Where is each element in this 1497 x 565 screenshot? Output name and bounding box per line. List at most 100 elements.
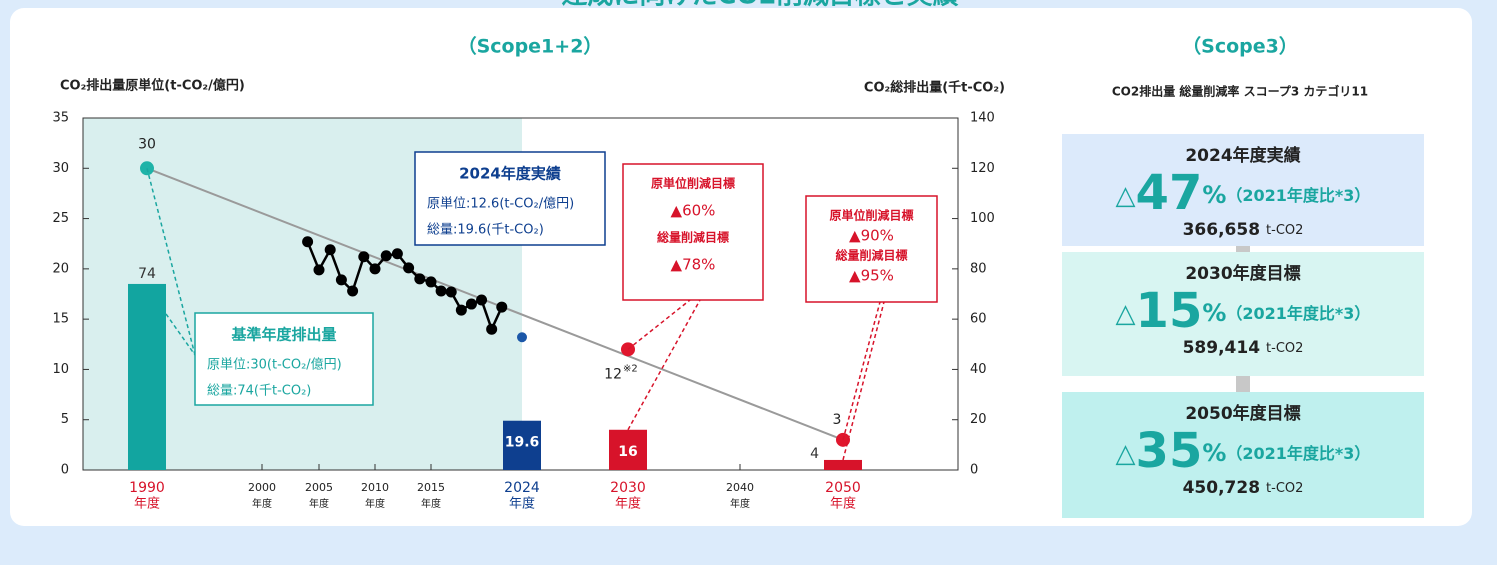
- point: [391, 248, 403, 260]
- callout-text: ▲78%: [671, 255, 716, 273]
- x-tick-label: 2040: [726, 481, 754, 494]
- bar-value-label: 4: [810, 446, 819, 462]
- amount-unit: t-CO2: [1266, 223, 1303, 238]
- bar: [609, 429, 647, 470]
- connector: [1236, 374, 1250, 394]
- card-rate-value: 35: [1136, 423, 1203, 479]
- bar: [824, 459, 862, 470]
- card-amount: 366,658 t-CO2: [1183, 220, 1304, 240]
- card-rate-value: 15: [1136, 283, 1203, 339]
- card-rate-unit: %: [1202, 439, 1226, 467]
- callout-text: 原単位削減目標: [829, 208, 913, 223]
- point: [313, 264, 325, 276]
- x-tick-unit: 年度: [365, 497, 385, 510]
- point: [445, 286, 457, 298]
- bar-value-label: 74: [138, 266, 156, 282]
- point: [425, 276, 437, 288]
- card-rate-symbol: △: [1116, 181, 1136, 211]
- x-tick-unit: 年度: [509, 496, 535, 512]
- scope3-heading: （Scope3）: [1182, 35, 1298, 58]
- point-label: 12: [604, 366, 622, 382]
- card: [1062, 392, 1424, 518]
- x-tick-unit: 年度: [252, 497, 272, 510]
- card-rate-value: 47: [1136, 165, 1203, 221]
- point: [358, 251, 370, 263]
- x-tick-label: 1990: [129, 480, 165, 496]
- x-tick-label: 2030: [610, 480, 646, 496]
- callout-box: [805, 195, 938, 303]
- callout-text: 総量削減目標: [657, 229, 729, 244]
- scope3-subtitle: CO2排出量 総量削減率 スコープ3 カテゴリ11: [1112, 84, 1368, 99]
- point: [302, 236, 314, 248]
- callout-box: [414, 151, 606, 246]
- card-rate: △35%（2021年度比*3）: [1116, 423, 1371, 479]
- x-tick-unit: 年度: [421, 497, 441, 510]
- amount: 366,658: [1183, 220, 1260, 240]
- y-tick-label: 25: [52, 211, 69, 226]
- footnote-mark: ※2: [623, 363, 638, 374]
- amount-unit: t-CO2: [1266, 341, 1303, 356]
- leader-line: [842, 301, 881, 441]
- card-rate-note: （2021年度比*3）: [1226, 304, 1370, 323]
- x-tick-label: 2000: [248, 481, 276, 494]
- point: [369, 263, 381, 275]
- bar-value-label: 19.6: [505, 435, 540, 451]
- callout-text: 基準年度排出量: [230, 326, 336, 344]
- callout-text: 2024年度実績: [459, 165, 561, 183]
- y-axis-title: CO₂排出量原単位(t-CO₂/億円): [60, 78, 245, 94]
- y-tick-label: 0: [61, 463, 69, 478]
- card-rate-unit: %: [1202, 299, 1226, 327]
- x-tick-label: 2015: [417, 481, 445, 494]
- x-tick-unit: 年度: [830, 496, 856, 512]
- callout-text: 総量:19.6(千t-CO₂): [427, 223, 544, 238]
- x-tick-unit: 年度: [730, 497, 750, 510]
- callout-text: ▲95%: [849, 267, 894, 285]
- point: [465, 298, 477, 310]
- y2-tick-label: 60: [970, 312, 987, 327]
- callout-text: ▲60%: [671, 201, 716, 219]
- card-title: 2030年度目標: [1185, 263, 1300, 284]
- point: [435, 285, 447, 297]
- point: [414, 273, 426, 285]
- x-tick-unit: 年度: [615, 496, 641, 512]
- point: [486, 323, 498, 335]
- leader-line: [165, 313, 196, 356]
- x-tick-label: 2010: [361, 481, 389, 494]
- y2-tick-label: 0: [970, 463, 978, 478]
- card-rate-symbol: △: [1116, 299, 1136, 329]
- card-amount: 589,414 t-CO2: [1183, 338, 1304, 358]
- y2-axis-title: CO₂総排出量(千t-CO₂): [864, 80, 1005, 96]
- y2-tick-label: 120: [970, 161, 995, 176]
- card-title: 2024年度実績: [1185, 145, 1300, 166]
- x-tick-unit: 年度: [134, 496, 160, 512]
- bar: [503, 420, 541, 470]
- x-tick-label: 2005: [305, 481, 333, 494]
- point: [324, 244, 336, 256]
- amount-unit: t-CO2: [1266, 481, 1303, 496]
- card: [1062, 252, 1424, 376]
- y2-tick-label: 40: [970, 362, 987, 377]
- callout-box: [622, 163, 764, 301]
- point: [403, 262, 415, 274]
- y-tick-label: 15: [52, 312, 69, 327]
- page-title: 達成に向けたCO2削減目標と実績: [561, 0, 958, 11]
- point: [347, 285, 359, 297]
- x-tick-label: 2024: [504, 480, 540, 496]
- point: [517, 332, 527, 343]
- point: [455, 304, 467, 316]
- card-rate: △47%（2021年度比*3）: [1116, 165, 1371, 221]
- callout-box: [194, 312, 374, 406]
- y2-tick-label: 140: [970, 111, 995, 126]
- card: [1062, 134, 1424, 246]
- bar: [128, 283, 166, 470]
- point: [476, 294, 488, 306]
- y2-tick-label: 80: [970, 261, 987, 276]
- card-rate-note: （2021年度比*3）: [1226, 186, 1370, 205]
- amount: 589,414: [1183, 338, 1261, 358]
- y-tick-label: 5: [61, 412, 69, 427]
- card-amount: 450,728 t-CO2: [1183, 478, 1304, 498]
- leader-line: [627, 299, 691, 350]
- callout-text: ▲90%: [849, 227, 894, 245]
- point-label: 30: [138, 136, 156, 152]
- callout-text: 原単位削減目標: [651, 176, 735, 191]
